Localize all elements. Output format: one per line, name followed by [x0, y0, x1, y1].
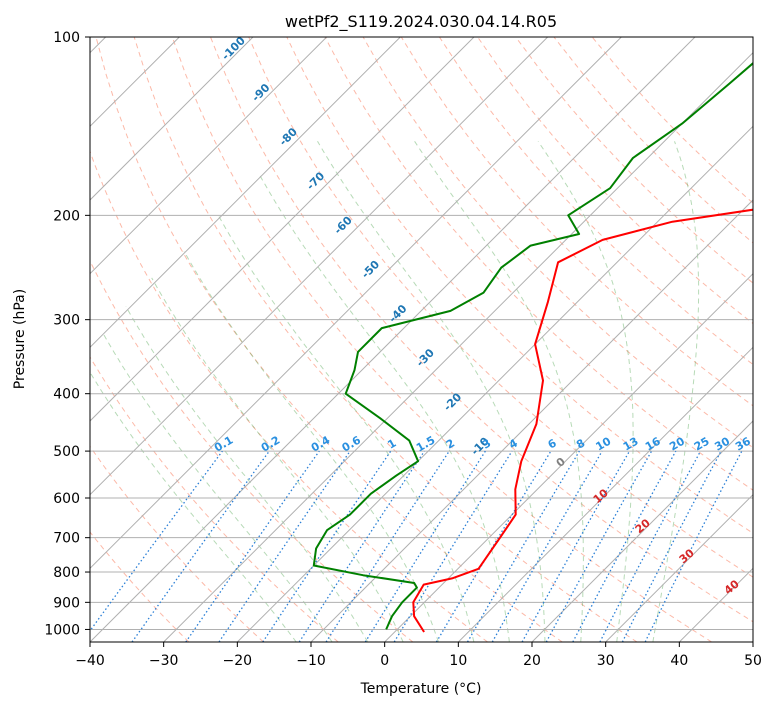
mixing-ratio-line — [298, 450, 425, 642]
plot-frame — [89, 36, 754, 643]
isotherm-gridline — [605, 493, 753, 642]
isotherm-gridline — [163, 51, 753, 642]
isotherm-gridline — [90, 37, 622, 570]
dry-adiabat-line — [133, 37, 638, 642]
isotherm-gridline — [90, 37, 401, 349]
chart-title: wetPf2_S119.2024.030.04.14.R05 — [285, 12, 557, 32]
y-tick-label: 400 — [53, 387, 80, 403]
dry-adiabat-line — [438, 37, 753, 366]
dry-adiabat-line — [171, 37, 712, 642]
x-tick-label: −20 — [223, 653, 253, 669]
dry-adiabat-line — [515, 37, 753, 284]
y-tick-label: 500 — [53, 444, 80, 460]
y-tick-label: 300 — [53, 313, 80, 329]
moist-adiabat-line — [90, 371, 297, 642]
dry-adiabat-line — [90, 150, 488, 642]
moist-adiabat-line — [183, 251, 439, 642]
y-axis-title: Pressure (hPa) — [12, 289, 28, 389]
x-tick-label: 30 — [597, 653, 615, 669]
x-tick-label: −10 — [296, 653, 326, 669]
moist-adiabat-line — [151, 277, 404, 642]
mixing-ratio-line — [521, 450, 631, 642]
dry-adiabat-line — [90, 445, 264, 642]
isotherm-gridline — [90, 37, 254, 201]
x-tick-label: 20 — [523, 653, 541, 669]
dry-adiabat-line — [90, 356, 339, 642]
x-tick-label: −40 — [75, 653, 105, 669]
x-tick-label: 40 — [670, 653, 688, 669]
mixing-ratio-line — [644, 450, 743, 642]
mixing-ratio-line — [262, 450, 392, 642]
y-tick-label: 100 — [53, 30, 80, 46]
isotherm-gridline — [310, 199, 753, 642]
y-tick-label: 1000 — [44, 622, 80, 638]
mixing-ratio-line — [545, 450, 653, 642]
isotherm-gridline — [90, 37, 475, 422]
moist-adiabat-line — [258, 173, 510, 642]
isotherm-gridline — [236, 125, 753, 642]
x-tick-label: 10 — [449, 653, 467, 669]
mixing-ratio-line — [131, 450, 270, 642]
mixing-ratio-line — [90, 450, 223, 632]
x-axis-title: Temperature (°C) — [360, 681, 482, 697]
isotherm-gridline — [457, 346, 753, 642]
mixing-ratio-line — [393, 450, 513, 642]
dry-adiabat-line — [210, 37, 753, 623]
isotherm-gridline — [531, 420, 753, 642]
y-tick-label: 200 — [53, 208, 80, 224]
isotherm-gridline — [90, 37, 328, 275]
x-tick-label: −30 — [149, 653, 179, 669]
isotherm-gridline — [90, 37, 696, 642]
moist-adiabat-line — [101, 331, 333, 642]
mixing-ratio-line — [185, 450, 320, 642]
isotherm-gridline — [90, 37, 549, 496]
y-tick-label: 800 — [53, 565, 80, 581]
profile-line-1 — [412, 208, 753, 633]
mixing-ratio-line — [218, 450, 351, 642]
mixing-ratio-line — [572, 450, 677, 642]
isotherm-gridline — [384, 272, 753, 642]
profile-line-2 — [312, 61, 753, 630]
moist-adiabat-line — [125, 306, 369, 642]
y-tick-label: 600 — [53, 491, 80, 507]
moist-adiabat-line — [217, 215, 475, 642]
y-tick-label: 900 — [53, 595, 80, 611]
y-tick-label: 700 — [53, 531, 80, 547]
x-tick-label: 50 — [744, 653, 762, 669]
dry-adiabat-line — [248, 37, 753, 578]
dry-adiabat-line — [400, 37, 753, 407]
x-tick-label: 0 — [380, 653, 389, 669]
dry-adiabat-line — [90, 531, 190, 642]
dry-adiabat-line — [95, 37, 563, 642]
mixing-ratio-line — [325, 450, 450, 642]
